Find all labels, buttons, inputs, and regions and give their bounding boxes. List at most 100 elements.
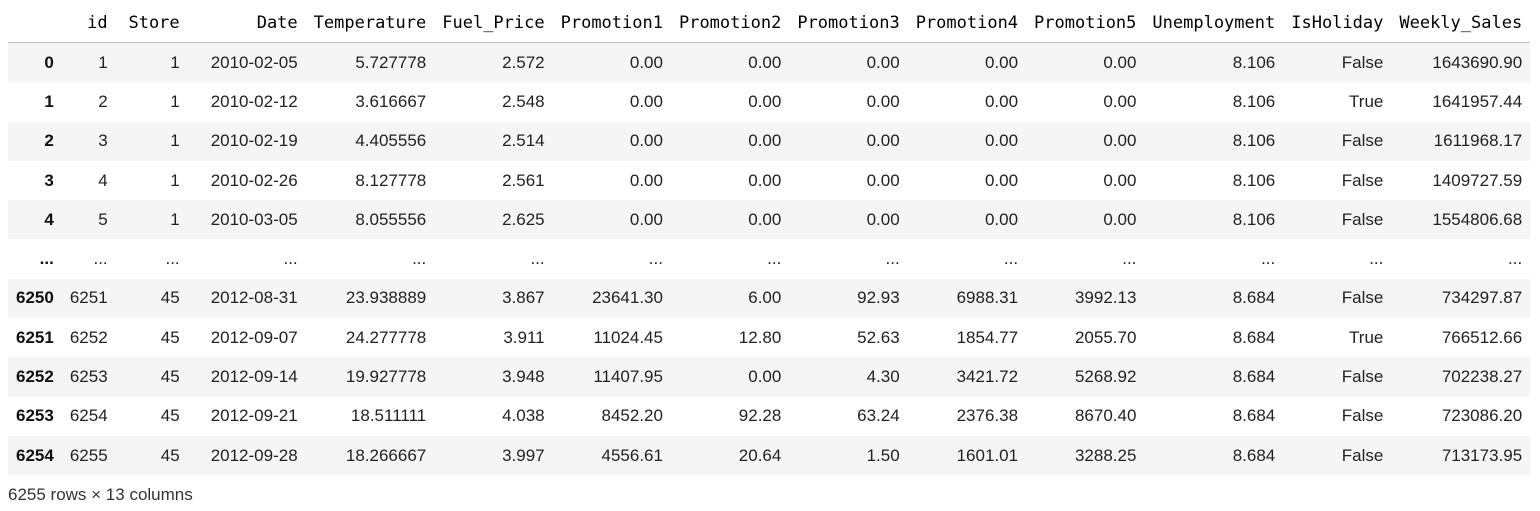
table-cell: 2010-03-05 xyxy=(210,209,298,229)
table-cell: 1 xyxy=(170,131,180,151)
shape-summary: 6255 rows × 13 columns xyxy=(8,485,193,505)
table-cell: ... xyxy=(530,249,545,269)
table-cell: 45 xyxy=(160,406,180,426)
table-cell: 2010-02-19 xyxy=(210,131,298,151)
table-cell: 0.00 xyxy=(629,52,663,72)
table-cell: 8.106 xyxy=(1232,91,1276,111)
table-cell: False xyxy=(1341,367,1384,387)
row-index: 6253 xyxy=(16,406,54,426)
table-cell: 1611968.17 xyxy=(1433,131,1523,151)
table-cell: 8.106 xyxy=(1232,131,1276,151)
table-cell: 0.00 xyxy=(748,209,782,229)
table-cell: 2 xyxy=(98,91,108,111)
table-cell: 0.00 xyxy=(866,91,900,111)
table-cell: 20.64 xyxy=(738,445,782,465)
table-cell: 702238.27 xyxy=(1441,367,1523,387)
column-header: Date xyxy=(187,4,306,43)
table-cell: 766512.66 xyxy=(1441,327,1523,347)
table-cell: 2012-09-28 xyxy=(210,445,298,465)
table-cell: ... xyxy=(93,249,108,269)
table-cell: 45 xyxy=(160,445,180,465)
table-cell: 45 xyxy=(160,327,180,347)
table-cell: ... xyxy=(885,249,900,269)
table-row: 2 3 1 2010-02-19 4.405556 2.514 0.00 0.00 0.00 0.… xyxy=(8,121,1531,161)
table-cell: 3 xyxy=(98,131,108,151)
row-index: 1 xyxy=(44,91,54,111)
table-cell: 1643690.90 xyxy=(1432,52,1523,72)
table-cell: 1 xyxy=(170,170,180,190)
table-cell: False xyxy=(1341,209,1384,229)
table-cell: 8452.20 xyxy=(601,406,663,426)
table-cell: 5 xyxy=(98,209,108,229)
table-cell: 6254 xyxy=(69,406,108,426)
table-cell: ... xyxy=(648,249,663,269)
table-cell: 3421.72 xyxy=(956,367,1019,387)
table-cell: 0.00 xyxy=(748,367,782,387)
table-cell: 8.684 xyxy=(1232,327,1276,347)
table-cell: 2376.38 xyxy=(956,406,1019,426)
table-cell: 4.405556 xyxy=(355,131,427,151)
table-cell: 92.28 xyxy=(738,406,782,426)
table-body: 0 1 1 2010-02-05 5.727778 2.572 0.00 0.00 0.00 0.… xyxy=(8,42,1531,476)
table-cell: 8.106 xyxy=(1232,209,1276,229)
table-cell: 0.00 xyxy=(629,209,663,229)
table-cell: 0.00 xyxy=(866,209,900,229)
table-cell: 0.00 xyxy=(748,52,782,72)
row-index: 4 xyxy=(44,209,54,229)
table-cell: 1 xyxy=(170,209,180,229)
table-cell: 3.616667 xyxy=(355,91,427,111)
table-cell: False xyxy=(1341,445,1384,465)
table-cell: 3.948 xyxy=(502,367,545,387)
table-cell: 6252 xyxy=(69,327,108,347)
table-cell: 3.997 xyxy=(502,445,545,465)
table-cell: 6988.31 xyxy=(956,288,1019,308)
table-cell: 8.684 xyxy=(1232,445,1276,465)
table-cell: 0.00 xyxy=(748,91,782,111)
table-cell: 18.511111 xyxy=(350,406,427,426)
row-index: 6252 xyxy=(16,367,54,387)
row-index: 3 xyxy=(44,170,54,190)
table-cell: 0.00 xyxy=(748,170,782,190)
table-cell: 11407.95 xyxy=(593,367,663,387)
table-cell: False xyxy=(1341,288,1384,308)
table-cell: 45 xyxy=(160,288,180,308)
table-row: 6250 6251 45 2012-08-31 23.938889 3.867 23641.… xyxy=(8,278,1531,319)
table-cell: 0.00 xyxy=(629,91,663,111)
table-cell: 1 xyxy=(170,91,180,111)
table-cell: 11024.45 xyxy=(593,327,663,347)
row-index: 6254 xyxy=(16,445,54,465)
table-cell: 2012-08-31 xyxy=(210,288,298,308)
table-cell: 23.938889 xyxy=(345,288,427,308)
table-cell: 4 xyxy=(98,170,108,190)
column-header: Promotion2 xyxy=(670,4,790,43)
table-header: id Store Date Temperature Fuel_Price Promotio… xyxy=(8,4,1531,43)
table-cell: 1409727.59 xyxy=(1432,170,1523,190)
column-header: Weekly_Sales xyxy=(1391,4,1531,43)
table-cell: 6255 xyxy=(69,445,108,465)
table-cell: 0.00 xyxy=(748,131,782,151)
dataframe-table: id Store Date Temperature Fuel_Price Promotio… xyxy=(8,4,1531,476)
table-cell: ... xyxy=(412,249,427,269)
table-cell: 23641.30 xyxy=(592,288,663,308)
table-cell: False xyxy=(1341,131,1384,151)
row-index: 6251 xyxy=(16,327,54,347)
table-cell: 6253 xyxy=(69,367,108,387)
table-cell: False xyxy=(1341,52,1384,72)
table-cell: 0.00 xyxy=(866,131,900,151)
table-cell: 0.00 xyxy=(629,131,663,151)
table-cell: 3.911 xyxy=(503,327,545,347)
table-cell: 8.055556 xyxy=(355,209,427,229)
table-cell: 1.50 xyxy=(866,445,900,465)
table-cell: 2012-09-07 xyxy=(210,327,298,347)
table-cell: 3288.25 xyxy=(1074,445,1137,465)
table-cell: ... xyxy=(1003,249,1019,269)
table-cell: 3992.13 xyxy=(1074,288,1137,308)
column-header: Promotion4 xyxy=(907,4,1027,43)
table-cell: 18.266667 xyxy=(345,445,427,465)
table-cell: ... xyxy=(283,249,298,269)
column-header: Temperature xyxy=(305,4,435,43)
table-cell: 8.684 xyxy=(1232,406,1276,426)
table-cell: ... xyxy=(1508,249,1523,269)
table-cell: 4.038 xyxy=(502,406,545,426)
table-cell: 45 xyxy=(160,367,180,387)
